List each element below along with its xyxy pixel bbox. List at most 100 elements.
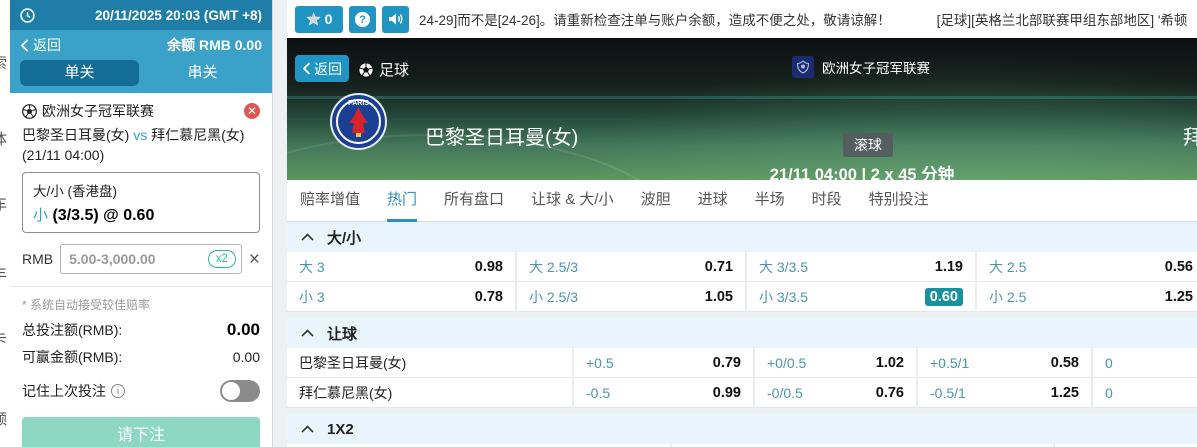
chevron-up-icon [301, 425, 314, 433]
section-title: 1X2 [327, 420, 354, 438]
place-bet-button[interactable]: 请下注 [22, 417, 260, 447]
odds-value: 1.25 [1050, 384, 1079, 401]
match-back-button[interactable]: 返回 [295, 55, 349, 82]
section-title: 让球 [327, 325, 358, 343]
odds-value: 0.79 [712, 354, 741, 371]
stake-input-wrap: x2 [60, 244, 242, 274]
divider [10, 286, 272, 287]
tab-all-markets[interactable]: 所有盘口 [444, 190, 505, 208]
odds-label: 大 3 [299, 258, 325, 275]
odds-label: 小 3 [299, 288, 325, 305]
tab-correct-score[interactable]: 波胆 [640, 190, 671, 208]
bet-slip-balance-bar: 返回 余额 RMB 0.00 [10, 30, 272, 60]
selection-pick: 小 [33, 207, 49, 224]
currency-label: RMB [22, 251, 54, 267]
tab-goals[interactable]: 进球 [697, 190, 728, 208]
odds-cell[interactable]: +0/0.5 1.02 [755, 348, 918, 378]
odds-cell[interactable]: -0.5/1 1.25 [918, 378, 1093, 408]
odds-cell[interactable]: 巴黎圣日耳曼(女) [287, 444, 672, 447]
odds-value: 0.71 [704, 258, 733, 275]
odds-label: 0 [1105, 384, 1113, 401]
odds-row: 大 3 0.98 大 2.5/3 0.71 大 3/3.5 1.19 大 2.5 0.5… [287, 252, 1197, 282]
soccer-ball-icon [358, 61, 374, 78]
bet-slip-panel: 20/11/2025 20:03 (GMT +8) 返回 余额 RMB 0.00… [10, 0, 273, 447]
team-label: 巴黎圣日耳曼(女) [299, 354, 407, 371]
bet-slip-datetime-bar: 20/11/2025 20:03 (GMT +8) [10, 0, 272, 30]
event-time: (21/11 04:00) [22, 147, 105, 163]
odds-cell[interactable]: 0 [1093, 378, 1197, 408]
section-header-1x2[interactable]: 1X2 [287, 414, 1197, 444]
match-header: 返回 足球 欧洲女子冠军联赛 PARIS [287, 38, 1197, 180]
balance-text: 余额 RMB 0.00 [167, 37, 262, 53]
odds-row: 小 3 0.78 小 2.5/3 1.05 小 3/3.5 0.60 小 2.5 1.2… [287, 282, 1197, 312]
rail-item: 体 [0, 128, 7, 149]
sound-button[interactable] [382, 5, 409, 33]
odds-cell[interactable]: 和局 [672, 444, 1055, 447]
odds-cell[interactable]: 大 3 0.98 [287, 252, 517, 282]
remove-selection-button[interactable]: ✕ [244, 103, 260, 119]
svg-text:?: ? [359, 14, 366, 26]
favourites-count: 0 [324, 11, 333, 27]
odds-cell-selected[interactable]: 小 3/3.5 0.60 [747, 282, 977, 312]
betslip-back-button[interactable]: 返回 [20, 35, 61, 55]
potential-win-value: 0.00 [232, 349, 260, 365]
league-logo-icon [792, 56, 814, 78]
odds-label: +0/0.5 [767, 354, 807, 371]
odds-label: 大 3/3.5 [759, 258, 809, 275]
help-button[interactable]: ? [349, 5, 376, 33]
chevron-left-icon [20, 38, 29, 52]
tab-popular[interactable]: 热门 [387, 180, 418, 222]
odds-cell[interactable]: 拜仁慕尼黑(女) [1055, 444, 1197, 447]
odds-cell[interactable]: -0.5 0.99 [574, 378, 755, 408]
odds-label: 小 2.5 [989, 288, 1027, 305]
chevron-left-icon [302, 62, 311, 75]
tab-specials[interactable]: 特别投注 [868, 190, 929, 208]
odds-label: 大 2.5/3 [529, 258, 579, 275]
tab-period[interactable]: 时段 [811, 190, 842, 208]
vs-label: vs [133, 127, 148, 143]
svg-text:PARIS: PARIS [348, 100, 369, 107]
odds-content: 大/小 大 3 0.98 大 2.5/3 0.71 大 3/3.5 1.19 大 2.… [287, 222, 1197, 447]
odds-label: +0.5 [586, 354, 614, 371]
odds-cell[interactable]: 0 [1093, 348, 1197, 378]
league-name: 欧洲女子冠军联赛 [822, 61, 930, 76]
odds-label: 0 [1105, 354, 1113, 371]
tab-single-bet[interactable]: 单关 [20, 60, 139, 86]
odds-cell[interactable]: 大 2.5/3 0.71 [517, 252, 747, 282]
odds-cell[interactable]: +0.5 0.79 [574, 348, 755, 378]
odds-cell[interactable]: 小 2.5/3 1.05 [517, 282, 747, 312]
away-team-title-partial: 拜 [1183, 127, 1197, 149]
tab-odds-boost[interactable]: 赔率增值 [300, 190, 361, 208]
selection-market: 大/小 (香港盘) [33, 184, 117, 199]
section-header-over-under[interactable]: 大/小 [287, 222, 1197, 252]
home-team-name: 巴黎圣日耳曼(女) [22, 127, 130, 143]
home-team-title: 巴黎圣日耳曼(女) [425, 127, 579, 149]
handicap-team-cell: 拜仁慕尼黑(女) [287, 378, 574, 408]
clear-stake-icon[interactable]: × [248, 248, 260, 270]
odds-cell[interactable]: +0.5/1 0.58 [918, 348, 1093, 378]
chevron-up-icon [301, 329, 314, 337]
stake-input[interactable] [61, 251, 182, 267]
tab-half[interactable]: 半场 [754, 190, 785, 208]
multiplier-badge[interactable]: x2 [207, 250, 236, 268]
sport-label: 足球 [379, 62, 410, 79]
remember-stake-toggle[interactable] [220, 380, 260, 402]
odds-cell[interactable]: 小 3 0.78 [287, 282, 517, 312]
favourites-button[interactable]: 0 [295, 5, 343, 33]
odds-value: 1.25 [1164, 288, 1193, 305]
sport-breadcrumb: 足球 [358, 59, 409, 80]
odds-cell[interactable]: 小 2.5 1.25 [977, 282, 1197, 312]
tab-parlay-bet[interactable]: 串关 [187, 64, 218, 81]
info-icon[interactable]: i [111, 384, 125, 398]
chevron-up-icon [301, 233, 314, 241]
tab-handicap-ou[interactable]: 让球 & 大/小 [531, 190, 614, 208]
left-clipped-rail: 索 体 车 丰 卡 额 [0, 0, 10, 447]
kickoff-time: 21/11 04:00 | 2 x 45 分钟 [769, 166, 955, 180]
odds-cell[interactable]: 大 3/3.5 1.19 [747, 252, 977, 282]
odds-value: 0.58 [1050, 354, 1079, 371]
odds-label: -0/0.5 [767, 384, 803, 401]
section-header-handicap[interactable]: 让球 [287, 318, 1197, 348]
odds-cell[interactable]: 大 2.5 0.56 [977, 252, 1197, 282]
odds-cell[interactable]: -0/0.5 0.76 [755, 378, 918, 408]
